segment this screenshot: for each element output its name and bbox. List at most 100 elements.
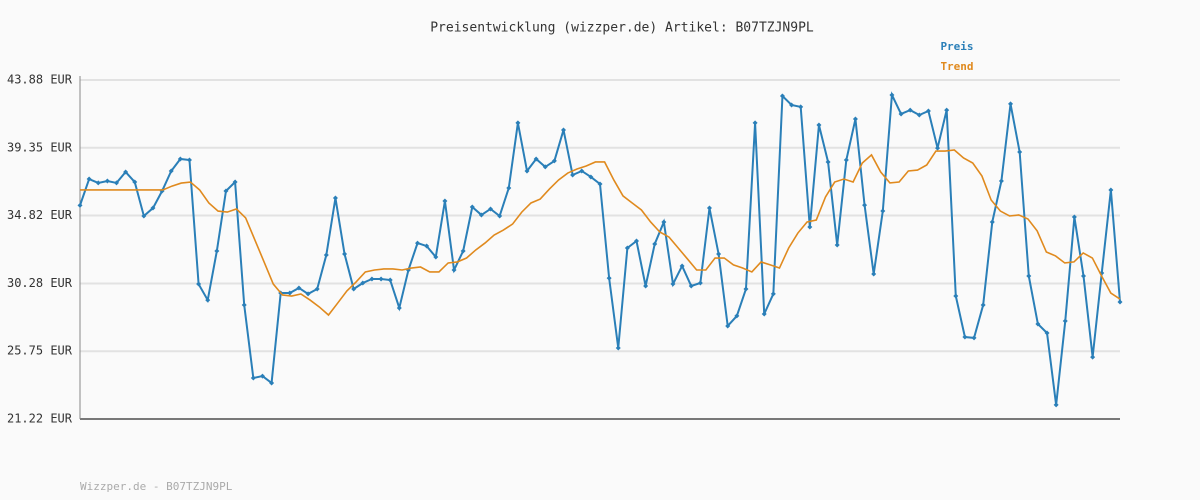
point-marker bbox=[369, 276, 375, 282]
point-marker bbox=[542, 164, 548, 170]
point-marker bbox=[1053, 402, 1059, 408]
point-marker bbox=[633, 238, 639, 244]
point-marker bbox=[798, 104, 804, 110]
point-marker bbox=[925, 108, 931, 114]
point-marker bbox=[351, 286, 357, 292]
point-marker bbox=[497, 213, 503, 219]
point-marker bbox=[971, 335, 977, 341]
point-marker bbox=[478, 212, 484, 218]
point-marker bbox=[396, 305, 402, 311]
point-marker bbox=[1026, 273, 1032, 279]
point-marker bbox=[551, 158, 557, 164]
point-marker bbox=[451, 267, 457, 273]
point-marker bbox=[205, 297, 211, 303]
point-marker bbox=[232, 179, 238, 185]
point-marker bbox=[953, 293, 959, 299]
point-marker bbox=[661, 219, 667, 225]
series-line bbox=[79, 91, 1121, 406]
point-marker bbox=[360, 280, 366, 286]
point-marker bbox=[1108, 187, 1114, 193]
y-tick-label: 30.28 EUR bbox=[7, 276, 73, 290]
y-tick-label: 39.35 EUR bbox=[7, 140, 73, 154]
point-marker bbox=[834, 242, 840, 248]
point-marker bbox=[734, 313, 740, 319]
point-marker bbox=[342, 251, 348, 257]
point-marker bbox=[488, 206, 494, 212]
point-marker bbox=[688, 283, 694, 289]
point-marker bbox=[1071, 214, 1077, 220]
point-marker bbox=[132, 179, 138, 185]
point-marker bbox=[469, 204, 475, 210]
point-marker bbox=[1044, 330, 1050, 336]
y-tick-label: 25.75 EUR bbox=[7, 344, 73, 358]
point-marker bbox=[825, 159, 831, 165]
point-marker bbox=[725, 323, 731, 329]
point-marker bbox=[597, 181, 603, 187]
point-marker bbox=[1017, 149, 1023, 155]
chart-title: Preisentwicklung (wizzper.de) Artikel: B… bbox=[430, 21, 814, 36]
point-marker bbox=[515, 120, 521, 126]
point-marker bbox=[387, 277, 393, 283]
point-marker bbox=[241, 302, 247, 308]
point-marker bbox=[862, 202, 868, 208]
point-marker bbox=[588, 174, 594, 180]
point-marker bbox=[561, 127, 567, 133]
point-marker bbox=[123, 169, 129, 175]
point-marker bbox=[761, 311, 767, 317]
point-marker bbox=[652, 241, 658, 247]
point-marker bbox=[1090, 354, 1096, 360]
point-marker bbox=[104, 178, 110, 184]
point-marker bbox=[770, 291, 776, 297]
point-marker bbox=[442, 198, 448, 204]
point-marker bbox=[752, 120, 758, 126]
point-marker bbox=[880, 208, 886, 214]
point-marker bbox=[269, 380, 275, 386]
point-marker bbox=[296, 285, 302, 291]
point-marker bbox=[779, 93, 785, 99]
point-marker bbox=[962, 334, 968, 340]
point-marker bbox=[424, 243, 430, 249]
point-marker bbox=[141, 213, 147, 219]
point-marker bbox=[77, 202, 83, 208]
point-marker bbox=[95, 180, 101, 186]
point-marker bbox=[670, 281, 676, 287]
point-marker bbox=[852, 116, 858, 122]
point-marker bbox=[916, 112, 922, 118]
point-marker bbox=[980, 302, 986, 308]
point-marker bbox=[843, 157, 849, 163]
legend-label: Trend bbox=[940, 60, 973, 73]
point-marker bbox=[697, 280, 703, 286]
point-marker bbox=[378, 276, 384, 282]
legend-label: Preis bbox=[940, 40, 973, 53]
point-marker bbox=[214, 248, 220, 254]
point-marker bbox=[743, 286, 749, 292]
point-marker bbox=[615, 345, 621, 351]
point-marker bbox=[816, 122, 822, 128]
point-marker bbox=[998, 178, 1004, 184]
point-marker bbox=[323, 252, 329, 258]
point-marker bbox=[579, 168, 585, 174]
point-marker bbox=[643, 283, 649, 289]
point-marker bbox=[433, 254, 439, 260]
y-tick-label: 21.22 EUR bbox=[7, 412, 73, 426]
point-marker bbox=[287, 290, 293, 296]
point-marker bbox=[506, 185, 512, 191]
point-marker bbox=[898, 111, 904, 117]
y-tick-label: 43.88 EUR bbox=[7, 73, 73, 87]
point-marker bbox=[1035, 321, 1041, 327]
point-marker bbox=[1081, 273, 1087, 279]
y-tick-label: 34.82 EUR bbox=[7, 208, 73, 222]
point-marker bbox=[259, 373, 265, 379]
point-marker bbox=[524, 168, 530, 174]
point-marker bbox=[177, 156, 183, 162]
point-marker bbox=[1062, 318, 1068, 324]
footer: Wizzper.de - B07TZJN9PL bbox=[80, 480, 233, 493]
point-marker bbox=[706, 205, 712, 211]
point-marker bbox=[314, 286, 320, 292]
point-marker bbox=[305, 291, 311, 297]
point-marker bbox=[1008, 101, 1014, 107]
series-line bbox=[80, 149, 1121, 317]
point-marker bbox=[789, 102, 795, 108]
point-marker bbox=[716, 251, 722, 257]
point-marker bbox=[935, 145, 941, 151]
